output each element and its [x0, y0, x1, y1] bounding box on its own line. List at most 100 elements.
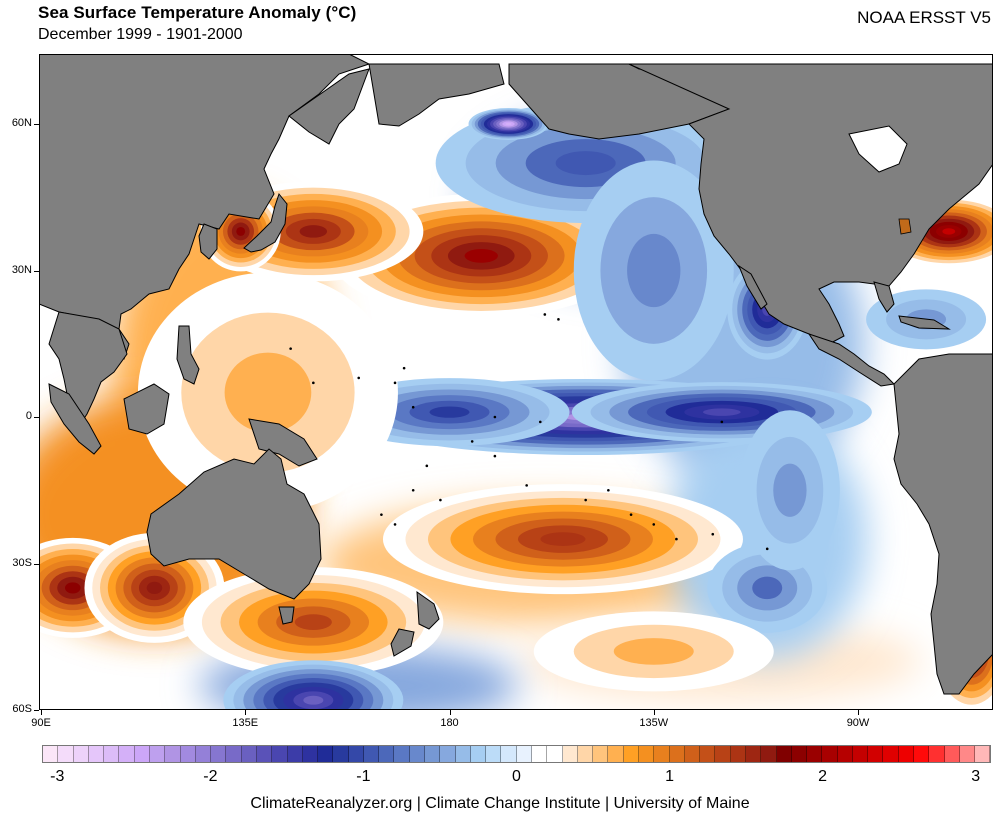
colorbar-swatch: [409, 746, 426, 762]
land-new-zealand: [390, 590, 440, 657]
island-marker: [607, 488, 610, 492]
anomaly-contour: [294, 614, 332, 630]
colorbar-swatch: [455, 746, 471, 762]
anomaly-contour: [303, 695, 324, 705]
anomaly-feature: [571, 382, 872, 443]
colorbar-swatch: [532, 746, 548, 762]
colorbar-swatch: [287, 746, 303, 762]
colorbar-swatch: [837, 746, 853, 762]
land-new-guinea: [248, 418, 318, 467]
colorbar-swatch: [486, 746, 502, 762]
colorbar-tick-label: 3: [971, 768, 981, 785]
colorbar-swatch: [516, 746, 532, 762]
island-marker: [380, 513, 383, 516]
island-marker: [425, 464, 429, 468]
anomaly-contour: [540, 532, 586, 546]
land-japan: [243, 192, 288, 253]
lon-tick-label: 135E: [232, 717, 259, 729]
colorbar-swatch: [776, 746, 792, 762]
great-lakes: [898, 218, 912, 235]
colorbar-swatch: [58, 746, 74, 762]
colorbar-swatch: [302, 746, 319, 762]
pacific-islands: [289, 313, 769, 551]
lat-tick: [34, 563, 39, 565]
colorbar-swatch: [43, 746, 59, 762]
anomaly-feature: [137, 272, 398, 513]
colorbar-swatch: [914, 746, 930, 762]
anomaly-feature: [573, 160, 734, 381]
island-marker: [493, 454, 497, 458]
colorbar-swatch: [929, 746, 945, 762]
land-chukotka: [368, 63, 505, 127]
colorbar-swatch: [272, 746, 288, 762]
lat-tick-label: 60S: [12, 703, 32, 715]
lat-tick-label: 0: [25, 410, 32, 422]
anomaly-feature: [183, 567, 444, 678]
island-marker: [543, 313, 547, 316]
colorbar-swatch: [501, 746, 517, 762]
colorbar-swatch: [807, 746, 823, 762]
colorbar-swatch: [593, 746, 609, 762]
lon-tick-label: 135W: [639, 717, 669, 729]
anomaly-feature: [223, 660, 404, 710]
anomaly-contour: [505, 122, 512, 126]
colorbar-tick-label: -2: [203, 768, 218, 785]
lat-tick: [34, 417, 39, 418]
lat-tick: [34, 270, 39, 272]
land-florida: [873, 281, 895, 313]
colorbar-swatch: [226, 746, 242, 762]
colorbar-swatch: [119, 746, 135, 762]
island-marker: [652, 523, 656, 526]
island-marker: [557, 318, 560, 321]
colorbar-swatch: [440, 746, 456, 762]
colorbar-tick-label: 1: [665, 768, 675, 785]
colorbar-swatch: [195, 746, 212, 762]
lat-tick: [34, 124, 39, 125]
colorbar-swatch: [577, 746, 594, 762]
colorbar-swatch: [975, 746, 991, 762]
colorbar-swatch: [700, 746, 716, 762]
colorbar-swatch: [180, 746, 196, 762]
colorbar-swatch: [654, 746, 670, 762]
island-marker: [393, 381, 397, 385]
lon-tick: [449, 710, 451, 715]
island-marker: [470, 440, 474, 443]
anomaly-feature: [533, 611, 774, 692]
colorbar-swatch: [363, 746, 380, 762]
anomaly-contour: [64, 582, 81, 594]
dataset-label: NOAA ERSST V5: [857, 8, 991, 27]
land-kamchatka: [288, 68, 370, 145]
anomaly-field: [39, 103, 993, 710]
anomaly-contour: [146, 581, 163, 595]
island-marker: [675, 537, 678, 541]
colorbar-swatch: [211, 746, 227, 762]
land-korea: [198, 223, 218, 260]
island-marker: [493, 415, 497, 419]
lon-tick: [653, 710, 655, 715]
land-north-america: [628, 63, 993, 345]
anomaly-feature: [739, 410, 840, 571]
colorbar-swatch: [470, 746, 487, 762]
anomaly-contour: [773, 463, 807, 517]
colorbar-swatch: [684, 746, 701, 762]
colorbar-swatch: [715, 746, 731, 762]
lon-tick-label: 90E: [31, 717, 51, 729]
land-cuba: [898, 315, 951, 330]
lon-tick-label: 180: [440, 717, 459, 729]
land-sumatra: [48, 383, 102, 455]
hudson-bay: [848, 125, 908, 173]
island-marker: [584, 498, 587, 502]
island-marker: [357, 376, 361, 380]
anomaly-contour: [299, 225, 328, 238]
colorbar-swatch: [134, 746, 150, 762]
lat-tick: [34, 710, 39, 711]
anomaly-contour: [627, 233, 681, 308]
colorbar-swatch: [959, 746, 976, 762]
island-marker: [393, 523, 397, 526]
colorbar-swatch: [944, 746, 960, 762]
lon-tick: [858, 710, 859, 715]
colorbar-swatch: [638, 746, 655, 762]
anomaly-contour: [236, 226, 246, 236]
land-borneo: [123, 383, 170, 435]
anomaly-feature: [468, 108, 549, 140]
